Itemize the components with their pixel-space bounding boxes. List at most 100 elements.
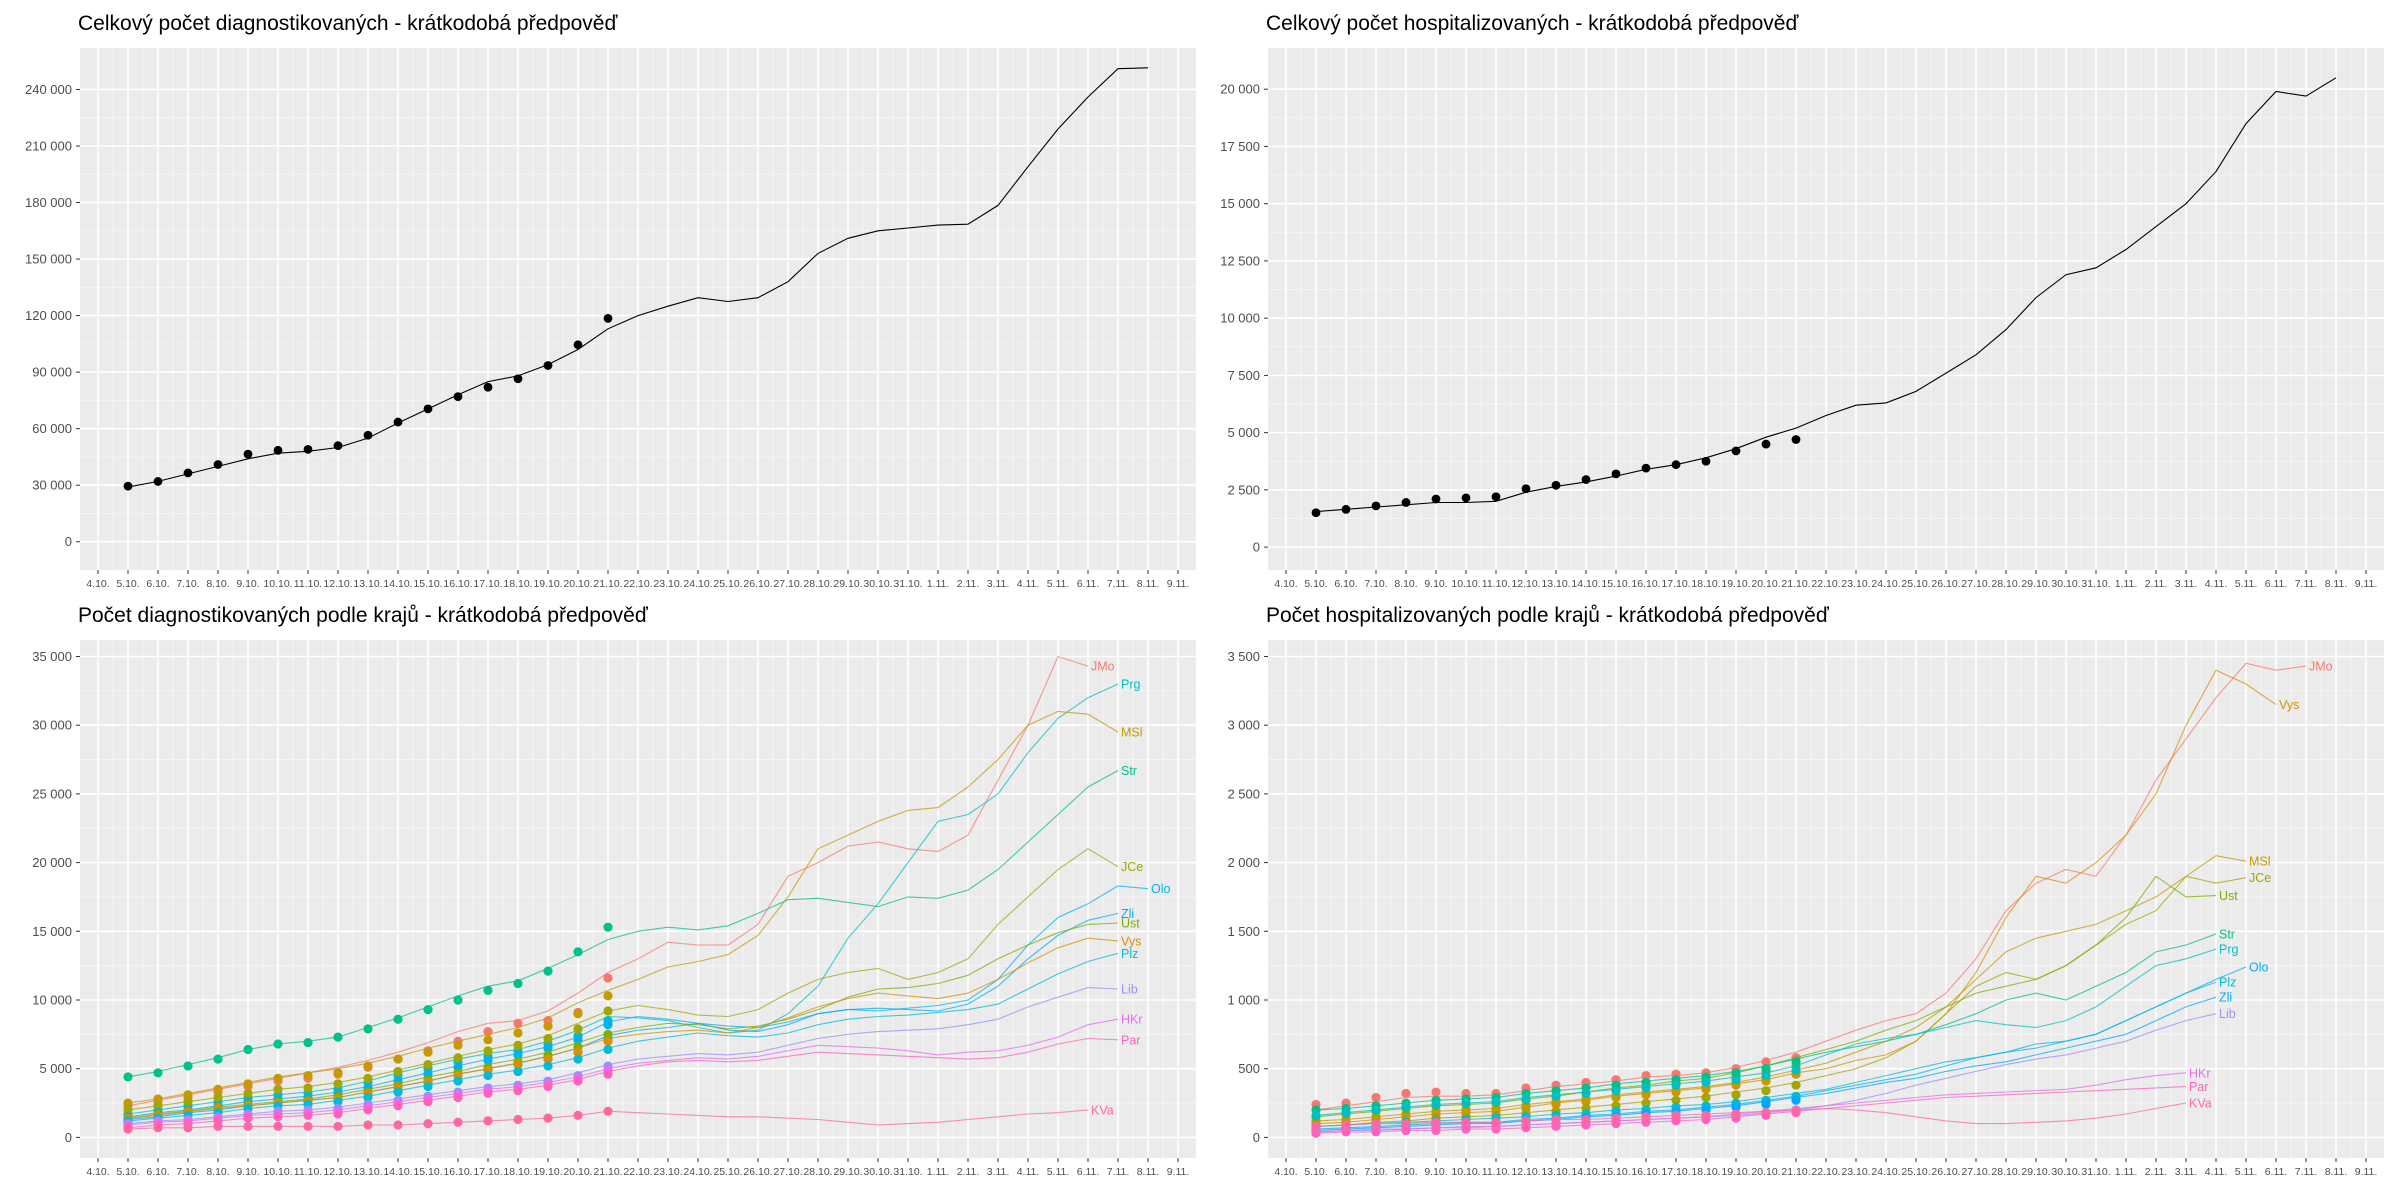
data-point-vys — [573, 1047, 583, 1057]
x-tick-label: 5.10. — [116, 1166, 139, 1178]
x-tick-label: 7.10. — [1364, 1166, 1387, 1178]
data-point-ust — [603, 1029, 613, 1039]
x-tick-label: 15.10. — [413, 578, 442, 590]
data-point-plz — [333, 1097, 343, 1107]
x-tick-label: 6.10. — [1334, 1166, 1357, 1178]
data-point — [1791, 435, 1801, 444]
x-tick-label: 25.10. — [1901, 1166, 1930, 1178]
data-point-jce — [273, 1084, 283, 1094]
data-point-prg — [1701, 1077, 1711, 1088]
data-point — [333, 441, 343, 451]
x-tick-label: 4.11. — [2205, 578, 2228, 590]
data-point-msl — [273, 1073, 283, 1083]
data-point-plz — [573, 1054, 583, 1064]
series-end-label-jce: JCe — [1121, 860, 1143, 874]
data-point-jce — [333, 1079, 343, 1089]
x-tick-label: 23.10. — [653, 1166, 682, 1178]
data-point-msl — [483, 1035, 493, 1045]
data-point-prg — [1671, 1080, 1681, 1090]
series-end-label-vys: Vys — [1121, 934, 1141, 948]
x-tick-label: 5.11. — [2235, 1166, 2258, 1178]
x-tick-label: 14.10. — [383, 578, 412, 590]
x-tick-label: 8.11. — [1137, 1166, 1160, 1178]
x-tick-label: 28.10. — [803, 1166, 832, 1178]
x-tick-label: 10.10. — [263, 1166, 292, 1178]
x-tick-label: 7.11. — [2295, 1166, 2318, 1178]
data-point-kva — [303, 1121, 313, 1131]
data-point-str — [423, 1005, 433, 1015]
series-end-label-plz: Plz — [2219, 976, 2236, 990]
data-point-prg — [1761, 1070, 1771, 1081]
series-line — [127, 67, 1149, 488]
series-end-label-str: Str — [2219, 928, 2235, 942]
data-point-jce — [603, 1006, 613, 1016]
data-point-vys — [513, 1059, 523, 1070]
x-tick-label: 18.10. — [1691, 578, 1720, 590]
series-end-label-hkr: HKr — [2189, 1066, 2211, 1080]
x-tick-label: 10.10. — [1451, 578, 1480, 590]
x-tick-label: 11.10. — [294, 1166, 322, 1178]
data-point-par — [1551, 1121, 1561, 1131]
data-point-jce — [1701, 1092, 1711, 1103]
data-point-prg — [1311, 1110, 1321, 1121]
x-tick-label: 27.10. — [773, 1166, 802, 1178]
data-point-str — [1731, 1068, 1741, 1078]
data-point-str — [1791, 1057, 1801, 1067]
x-tick-label: 2.11. — [957, 578, 980, 590]
data-point-jmo — [603, 973, 613, 983]
data-point-par — [273, 1112, 283, 1122]
data-point — [1341, 504, 1351, 514]
y-tick-label: 10 000 — [1220, 311, 1260, 326]
data-point-str — [363, 1024, 373, 1034]
series-line-hkr — [127, 1018, 1119, 1126]
x-tick-label: 6.11. — [1077, 1166, 1100, 1178]
data-point-jce — [303, 1083, 313, 1093]
x-tick-label: 27.10. — [773, 578, 802, 590]
x-tick-label: 29.10. — [833, 578, 862, 590]
data-point-kva — [1491, 1117, 1501, 1127]
data-point-par — [453, 1092, 463, 1103]
data-point-jce — [153, 1101, 163, 1111]
y-tick-label: 3 500 — [1227, 649, 1260, 664]
data-point-par — [603, 1069, 613, 1079]
data-point-msl — [453, 1040, 463, 1050]
series-end-label-jmo: JMo — [1091, 660, 1115, 674]
y-tick-label: 35 000 — [32, 649, 72, 664]
data-point — [1371, 501, 1381, 511]
data-point-str — [333, 1032, 343, 1042]
data-point-jce — [1641, 1098, 1651, 1108]
x-tick-label: 8.10. — [206, 1166, 229, 1178]
y-tick-label: 2 500 — [1227, 482, 1260, 497]
x-tick-label: 23.10. — [1841, 578, 1870, 590]
data-point-kva — [183, 1123, 193, 1133]
x-tick-label: 26.10. — [743, 1166, 772, 1178]
series-end-label-olo: Olo — [2249, 961, 2269, 975]
series-end-label-lib: Lib — [1121, 982, 1138, 996]
data-point-jce — [1791, 1080, 1801, 1090]
data-point-str — [153, 1068, 163, 1078]
data-point — [1491, 492, 1501, 502]
x-tick-label: 20.10. — [1751, 1166, 1780, 1178]
x-tick-label: 6.11. — [2265, 1166, 2288, 1178]
x-tick-label: 4.10. — [86, 578, 109, 590]
data-point — [1551, 480, 1561, 490]
data-point-jce — [513, 1040, 523, 1050]
data-point-plz — [513, 1066, 523, 1077]
series-line-hkr — [1315, 1072, 2187, 1133]
data-point-kva — [1641, 1112, 1651, 1122]
x-tick-label: 16.10. — [1631, 1166, 1660, 1178]
series-line-kva — [1315, 1102, 2187, 1127]
data-point — [543, 361, 553, 370]
x-tick-label: 21.10. — [593, 1166, 622, 1178]
x-tick-label: 3.11. — [987, 1166, 1010, 1178]
series-end-label-str: Str — [1121, 764, 1137, 778]
x-tick-label: 12.10. — [1511, 1166, 1540, 1178]
x-tick-label: 4.11. — [2205, 1166, 2228, 1178]
x-tick-label: 3.11. — [987, 578, 1010, 590]
x-tick-label: 26.10. — [743, 578, 772, 590]
data-point — [423, 404, 433, 414]
data-point-zli — [1731, 1102, 1741, 1112]
x-tick-label: 9.10. — [1424, 1166, 1447, 1178]
